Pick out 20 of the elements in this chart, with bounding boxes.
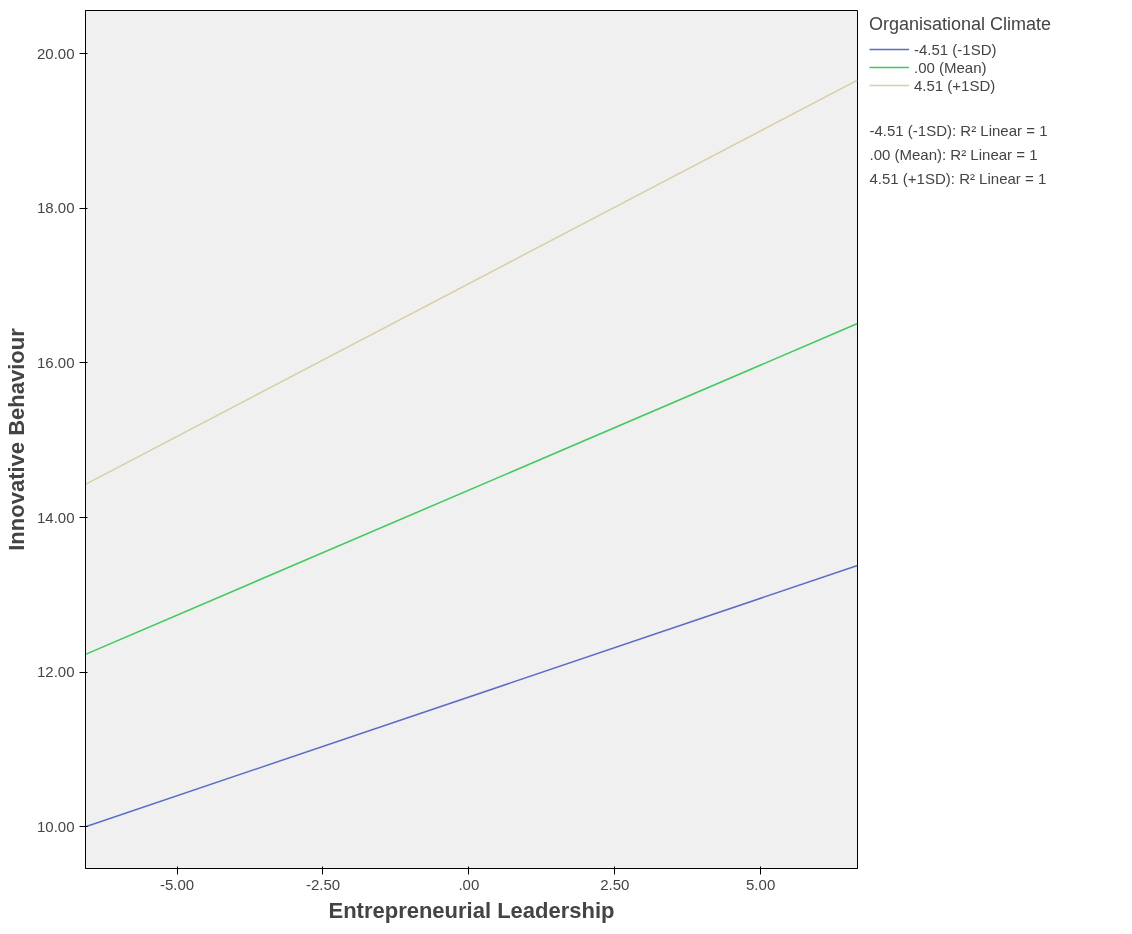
text: 4.51 (+1SD): R² Linear = 1 bbox=[869, 169, 1047, 187]
x-tick-label: .00 bbox=[458, 875, 480, 893]
y-tick-label: 10.00 bbox=[36, 817, 75, 835]
y-tick-label: 20.00 bbox=[36, 44, 75, 62]
y-axis-title: Innovative Behaviour bbox=[3, 327, 29, 551]
text: .00 (Mean): R² Linear = 1 bbox=[869, 145, 1038, 163]
legend-label: 4.51 (+1SD) bbox=[914, 76, 996, 94]
legend-label: -4.51 (-1SD) bbox=[914, 40, 997, 58]
x-tick-label: -2.50 bbox=[305, 875, 341, 893]
y-tick-label: 18.00 bbox=[36, 199, 75, 217]
legend-label: .00 (Mean) bbox=[914, 58, 987, 76]
legend-title: Organisational Climate bbox=[869, 14, 1052, 35]
y-tick-label: 14.00 bbox=[36, 508, 75, 526]
x-tick-label: 5.00 bbox=[746, 875, 776, 893]
x-tick-label: 2.50 bbox=[600, 875, 630, 893]
x-tick-label: -5.00 bbox=[160, 875, 195, 893]
x-axis-title: Entrepreneurial Leadership bbox=[328, 897, 615, 923]
y-tick-label: 12.00 bbox=[36, 663, 75, 681]
text: -4.51 (-1SD): R² Linear = 1 bbox=[869, 121, 1048, 139]
y-tick-label: 16.00 bbox=[36, 353, 75, 371]
